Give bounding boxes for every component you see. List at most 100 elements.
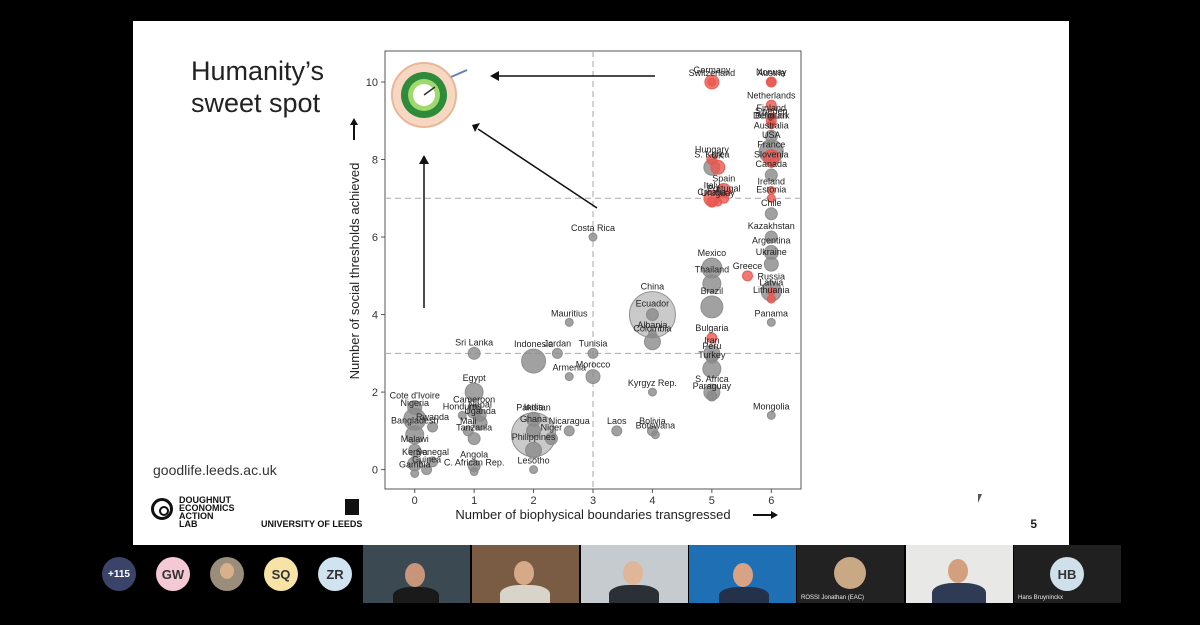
participant-avatar-hb: HB [1050,557,1084,591]
point-label: Rwanda [416,412,449,422]
point-label: S. Africa [695,374,729,384]
point-label: Honduras [443,401,483,411]
data-point [462,425,474,437]
doughnut-economics-logo: DOUGHNUT ECONOMICS ACTION LAB [151,495,261,529]
participant-body [393,587,439,603]
data-point [742,270,754,282]
data-point [563,425,575,437]
point-label: Ukraine [756,247,787,257]
participant-avatar-gw[interactable]: GW [156,557,190,591]
data-point [467,346,481,360]
participant-name-label: ROSSI Jonathan (EAC) [801,595,865,601]
sweet-spot-arrows [419,71,655,308]
point-label: Switzerland [689,68,736,78]
point-label: Chile [761,198,782,208]
point-label: Croatia [697,187,726,197]
data-point [407,400,423,416]
data-point [457,410,467,420]
data-point [564,317,574,327]
point-label: Jordan [544,338,572,348]
point-label: Pakistan [516,403,551,413]
data-point [421,464,433,476]
point-label: Mauritius [551,308,588,318]
participant-overflow-count[interactable]: +115 [102,557,136,591]
threshold-lines [385,51,801,489]
data-point [707,77,717,87]
y-tick-label: 2 [372,387,378,399]
point-label: Ecuador [636,299,670,309]
data-point [764,168,778,182]
data-point [765,99,777,111]
participant-face-icon [514,561,534,585]
participant-avatar-zr[interactable]: ZR [318,557,352,591]
point-label: China [641,282,665,292]
video-tile-2[interactable] [472,545,579,603]
leeds-crest-icon [345,499,359,515]
data-point [526,423,542,439]
participant-face-icon [623,561,643,585]
point-label: Norway [756,67,787,77]
point-label: Paraguay [693,381,732,391]
data-point [764,207,778,221]
point-label: Egypt [463,373,487,383]
point-label: Turkey [698,350,726,360]
point-label: Finland [757,103,787,113]
mouse-cursor-icon [978,494,986,503]
data-point [766,294,776,304]
leeds-logo-text: UNIVERSITY OF LEEDS [261,519,363,529]
data-point [766,158,776,168]
point-label: Kazakhstan [748,221,795,231]
participant-face-icon [220,563,234,579]
point-label: Bulgaria [695,323,728,333]
video-tile-5[interactable]: ROSSI Jonathan (EAC) [797,545,904,603]
video-tile-3[interactable] [581,545,688,603]
point-label: Brazil [701,286,724,296]
data-point [588,232,598,242]
video-tile-7[interactable]: HB Hans Bruyninckx [1014,545,1121,603]
x-tick-label: 2 [531,495,537,507]
point-label: Panama [755,308,789,318]
x-axis-label: Number of biophysical boundaries transgr… [455,507,730,522]
point-label: Peru [702,341,721,351]
data-point [525,441,543,459]
point-label: Belgium [755,111,788,121]
point-label: Denmark [753,111,790,121]
data-points [403,74,784,478]
point-label: Hungary [695,145,730,155]
point-label: S. Korea [694,149,729,159]
point-label: Mali [460,416,477,426]
point-label: Angola [460,450,488,460]
x-axis-arrow-icon [753,511,778,519]
slide-title-line1: Humanity’s [191,56,325,86]
video-tile-1[interactable] [363,545,470,603]
point-label: Lithuania [753,285,790,295]
x-tick-label: 0 [412,495,418,507]
video-tile-6[interactable] [906,545,1013,603]
data-point [702,274,722,294]
participant-face-icon [948,559,968,583]
participant-avatar-photo[interactable] [210,557,244,591]
point-label: Argentina [752,236,791,246]
point-label: Malawi [401,434,429,444]
point-label: Mexico [698,248,727,258]
video-tile-4[interactable] [689,545,796,603]
data-point [544,432,558,446]
data-point [766,120,776,130]
point-label: Morocco [576,360,611,370]
data-point [764,129,778,143]
point-label: Iran [704,335,720,345]
x-tick-label: 3 [590,495,596,507]
point-label: Bolivia [639,416,666,426]
point-label: Nigeria [400,398,429,408]
point-label: Nicaragua [549,416,590,426]
data-point [645,308,659,322]
point-label: USA [762,130,781,140]
point-label: Tunisia [579,338,608,348]
data-point [766,317,776,327]
point-label: Albania [637,320,667,330]
doughnut-badge-icon [391,62,468,128]
participant-avatar-sq[interactable]: SQ [264,557,298,591]
point-label: Sweden [755,106,788,116]
data-point [713,197,723,207]
